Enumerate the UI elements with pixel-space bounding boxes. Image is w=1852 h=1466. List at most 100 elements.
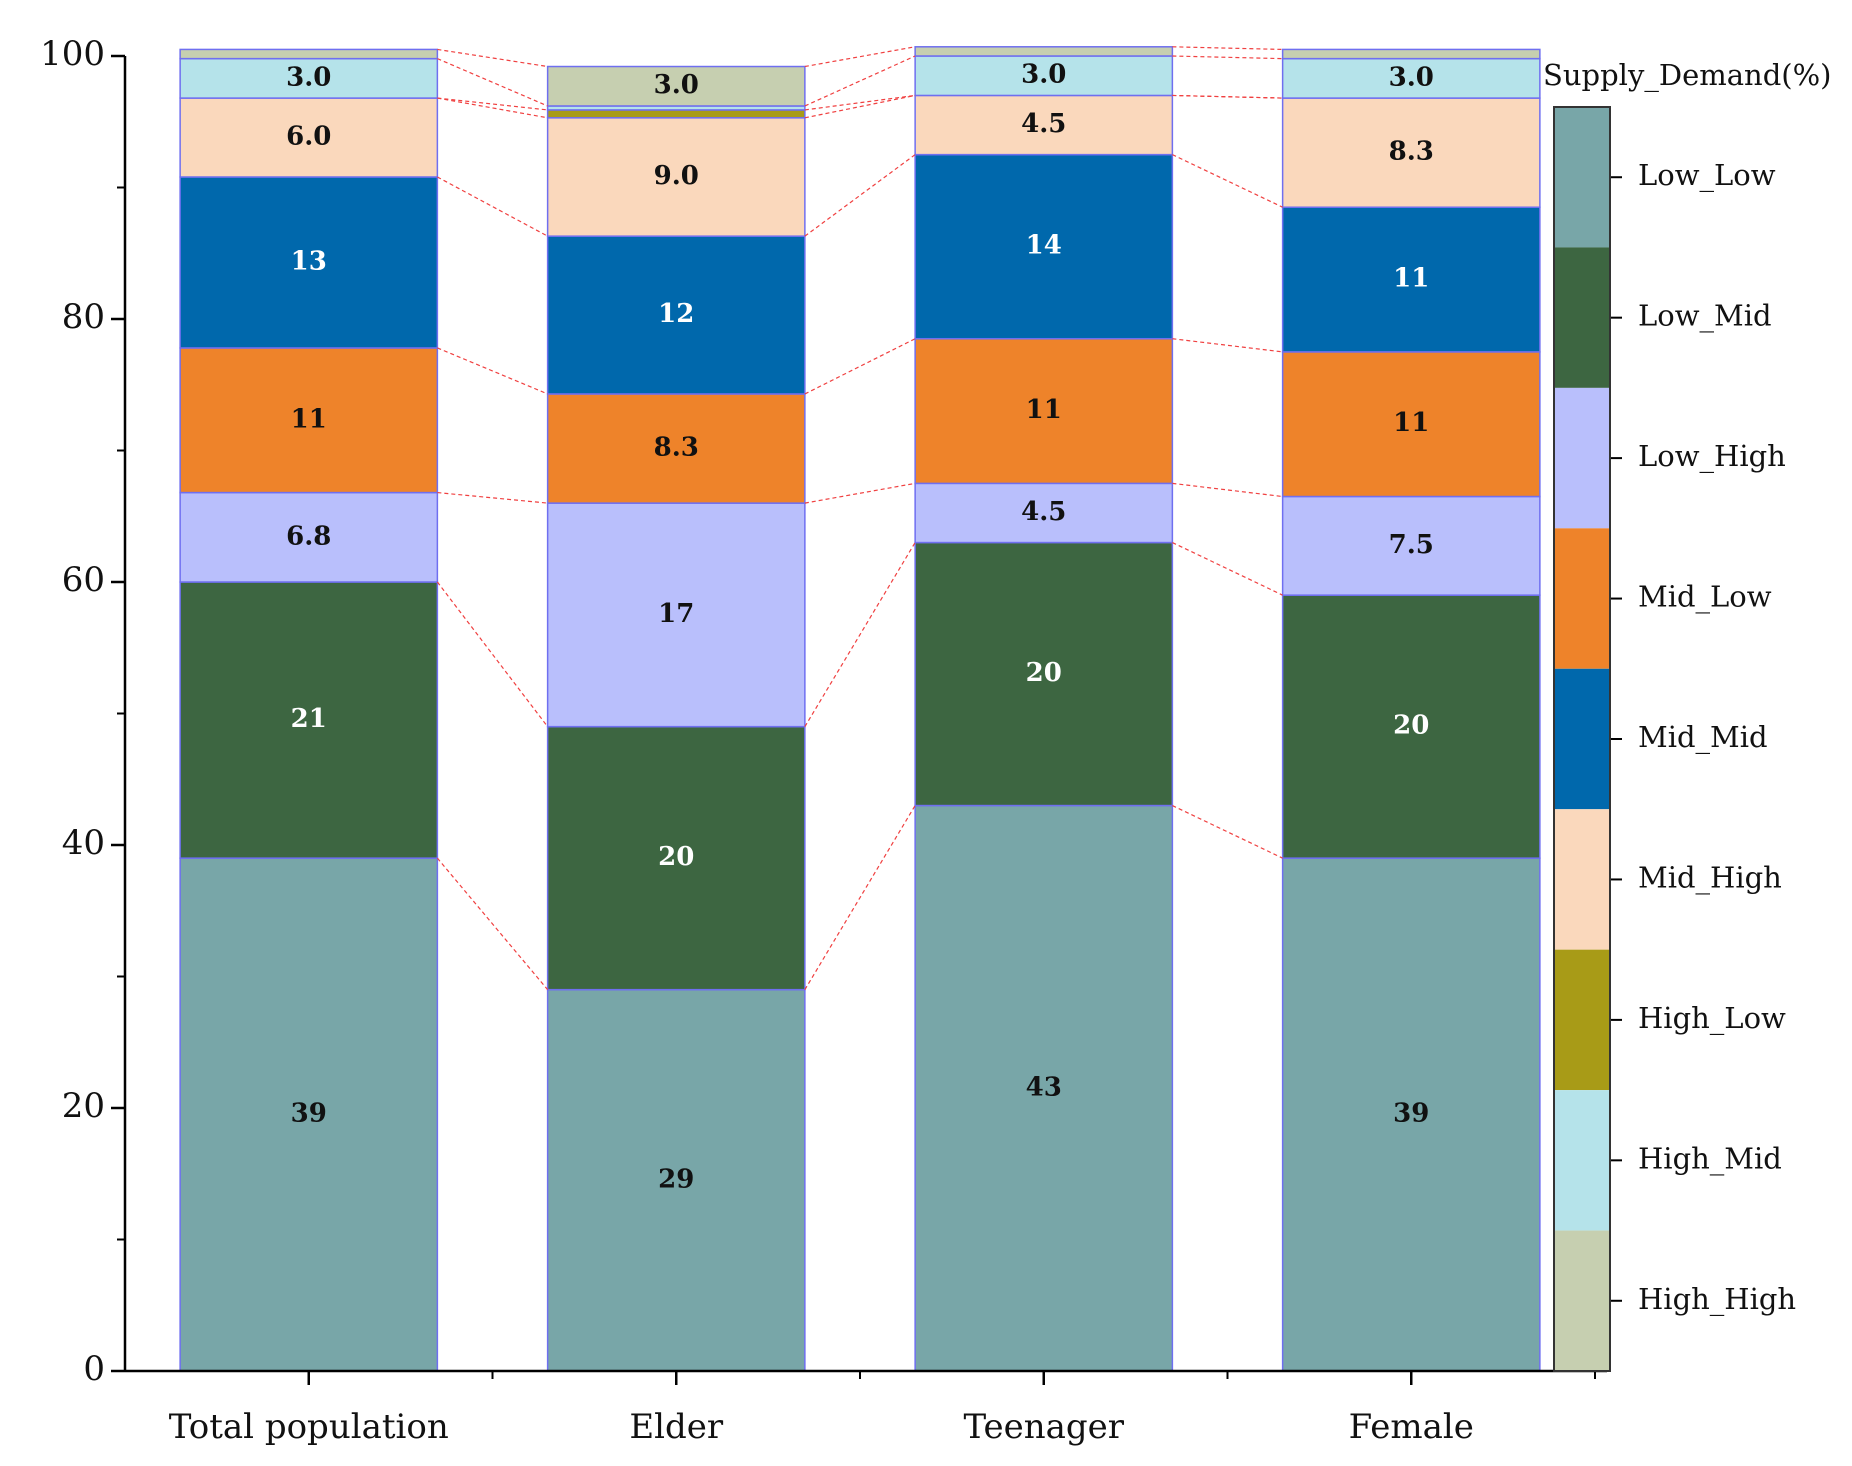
bar-segment: [1281, 97, 1541, 208]
y-tick-label: 20: [62, 1086, 105, 1126]
data-label: 3.0: [654, 70, 699, 100]
connector-line: [437, 97, 548, 111]
data-label: 11: [291, 404, 327, 434]
legend-frame: [1553, 106, 1611, 1372]
legend-swatch: [1554, 809, 1610, 950]
legend-label: High_Mid: [1638, 1141, 1782, 1176]
connector-line: [804, 55, 916, 107]
data-label: 6.8: [286, 521, 331, 551]
data-label: 29: [658, 1164, 694, 1194]
bar-segment: [914, 804, 1174, 1372]
bar-segment: [1281, 48, 1541, 60]
bar-segment: [179, 57, 439, 99]
bar-segment: [546, 109, 806, 119]
bar-segment: [546, 725, 806, 991]
data-label: 4.5: [1021, 497, 1066, 527]
bar-segment: [179, 176, 439, 349]
data-label: 20: [658, 842, 694, 872]
bar-segment: [914, 55, 1174, 97]
connector-line: [804, 94, 916, 111]
bar-segment: [179, 347, 439, 494]
connector-line: [804, 805, 916, 990]
data-label: 11: [1026, 395, 1062, 425]
data-label: 21: [291, 704, 327, 734]
y-tick-label: 60: [62, 560, 105, 600]
bar-segment: [546, 117, 806, 237]
connector-line: [804, 338, 916, 395]
legend-swatch: [1554, 1090, 1610, 1231]
data-label: 8.3: [654, 433, 699, 463]
data-label: 11: [1393, 408, 1429, 438]
y-tick-label: 40: [62, 823, 105, 863]
data-label: 3.0: [1389, 62, 1434, 92]
connector-line: [1172, 154, 1283, 208]
data-label: 43: [1026, 1072, 1062, 1102]
connector-line: [804, 46, 916, 68]
connector-line: [1172, 542, 1283, 596]
data-label: 4.5: [1021, 109, 1066, 139]
connector-line: [1172, 94, 1283, 99]
bar-segment: [179, 581, 439, 859]
data-label: 8.3: [1389, 137, 1434, 167]
data-label: 6.0: [286, 122, 331, 152]
connector-line: [804, 482, 916, 504]
legend-label: High_High: [1638, 1282, 1796, 1317]
legend-label: Low_Mid: [1638, 299, 1772, 334]
legend-label: Mid_Mid: [1638, 720, 1768, 755]
legend-swatch: [1554, 668, 1610, 810]
bar-segment: [179, 48, 439, 60]
connector-line: [1172, 338, 1283, 353]
x-tick-label: Elder: [629, 1407, 724, 1447]
legend-swatch: [1554, 107, 1610, 248]
bar-segment: [546, 235, 806, 395]
x-tick-label: Teenager: [963, 1407, 1124, 1447]
bar-segment: [1281, 206, 1541, 353]
bar-segment: [1281, 594, 1541, 859]
connector-line: [437, 491, 548, 504]
bar-segment: [546, 65, 806, 107]
legend-swatch: [1554, 247, 1610, 388]
connector-line: [436, 581, 549, 728]
legend-label: Low_Low: [1638, 158, 1776, 193]
legend-label: High_Low: [1638, 1001, 1786, 1036]
y-tick-label: 0: [83, 1349, 105, 1389]
data-label: 20: [1393, 711, 1429, 741]
connector-line: [804, 154, 916, 237]
data-label: 13: [291, 246, 327, 276]
connector-line: [437, 347, 548, 395]
bar-segment: [914, 541, 1174, 807]
connector-line: [1172, 805, 1283, 859]
bar-segment: [179, 857, 439, 1372]
legend-swatch: [1554, 1230, 1610, 1371]
data-label: 39: [291, 1099, 327, 1129]
bar-segment: [1281, 857, 1541, 1372]
bar-segment: [914, 482, 1174, 544]
data-label: 9.0: [654, 161, 699, 191]
bar-segment: [546, 988, 806, 1372]
x-tick-label: Female: [1349, 1407, 1474, 1447]
connector-line: [1172, 55, 1283, 60]
data-label: 20: [1026, 658, 1062, 688]
x-tick-label: Total population: [169, 1407, 449, 1447]
bar-segment: [914, 46, 1174, 57]
legend-label: Mid_Low: [1638, 580, 1772, 615]
data-label: 39: [1393, 1099, 1429, 1129]
legend-swatch: [1554, 387, 1610, 529]
connector-line: [804, 542, 916, 727]
bar-segment: [914, 337, 1174, 485]
bar-segment: [546, 502, 806, 728]
bar-segment: [546, 393, 806, 504]
connector-line: [436, 857, 549, 991]
connector-line: [437, 97, 548, 119]
data-label: 12: [658, 299, 694, 329]
data-label: 11: [1393, 264, 1429, 294]
y-tick-label: 100: [40, 34, 105, 74]
bar-segment: [179, 97, 439, 178]
legend-label: Low_High: [1638, 439, 1786, 474]
data-label: 14: [1026, 231, 1062, 261]
connector-line: [804, 94, 916, 119]
connector-line: [437, 48, 548, 68]
legend-swatch: [1554, 528, 1610, 669]
legend-title: Supply_Demand(%): [1543, 58, 1831, 93]
